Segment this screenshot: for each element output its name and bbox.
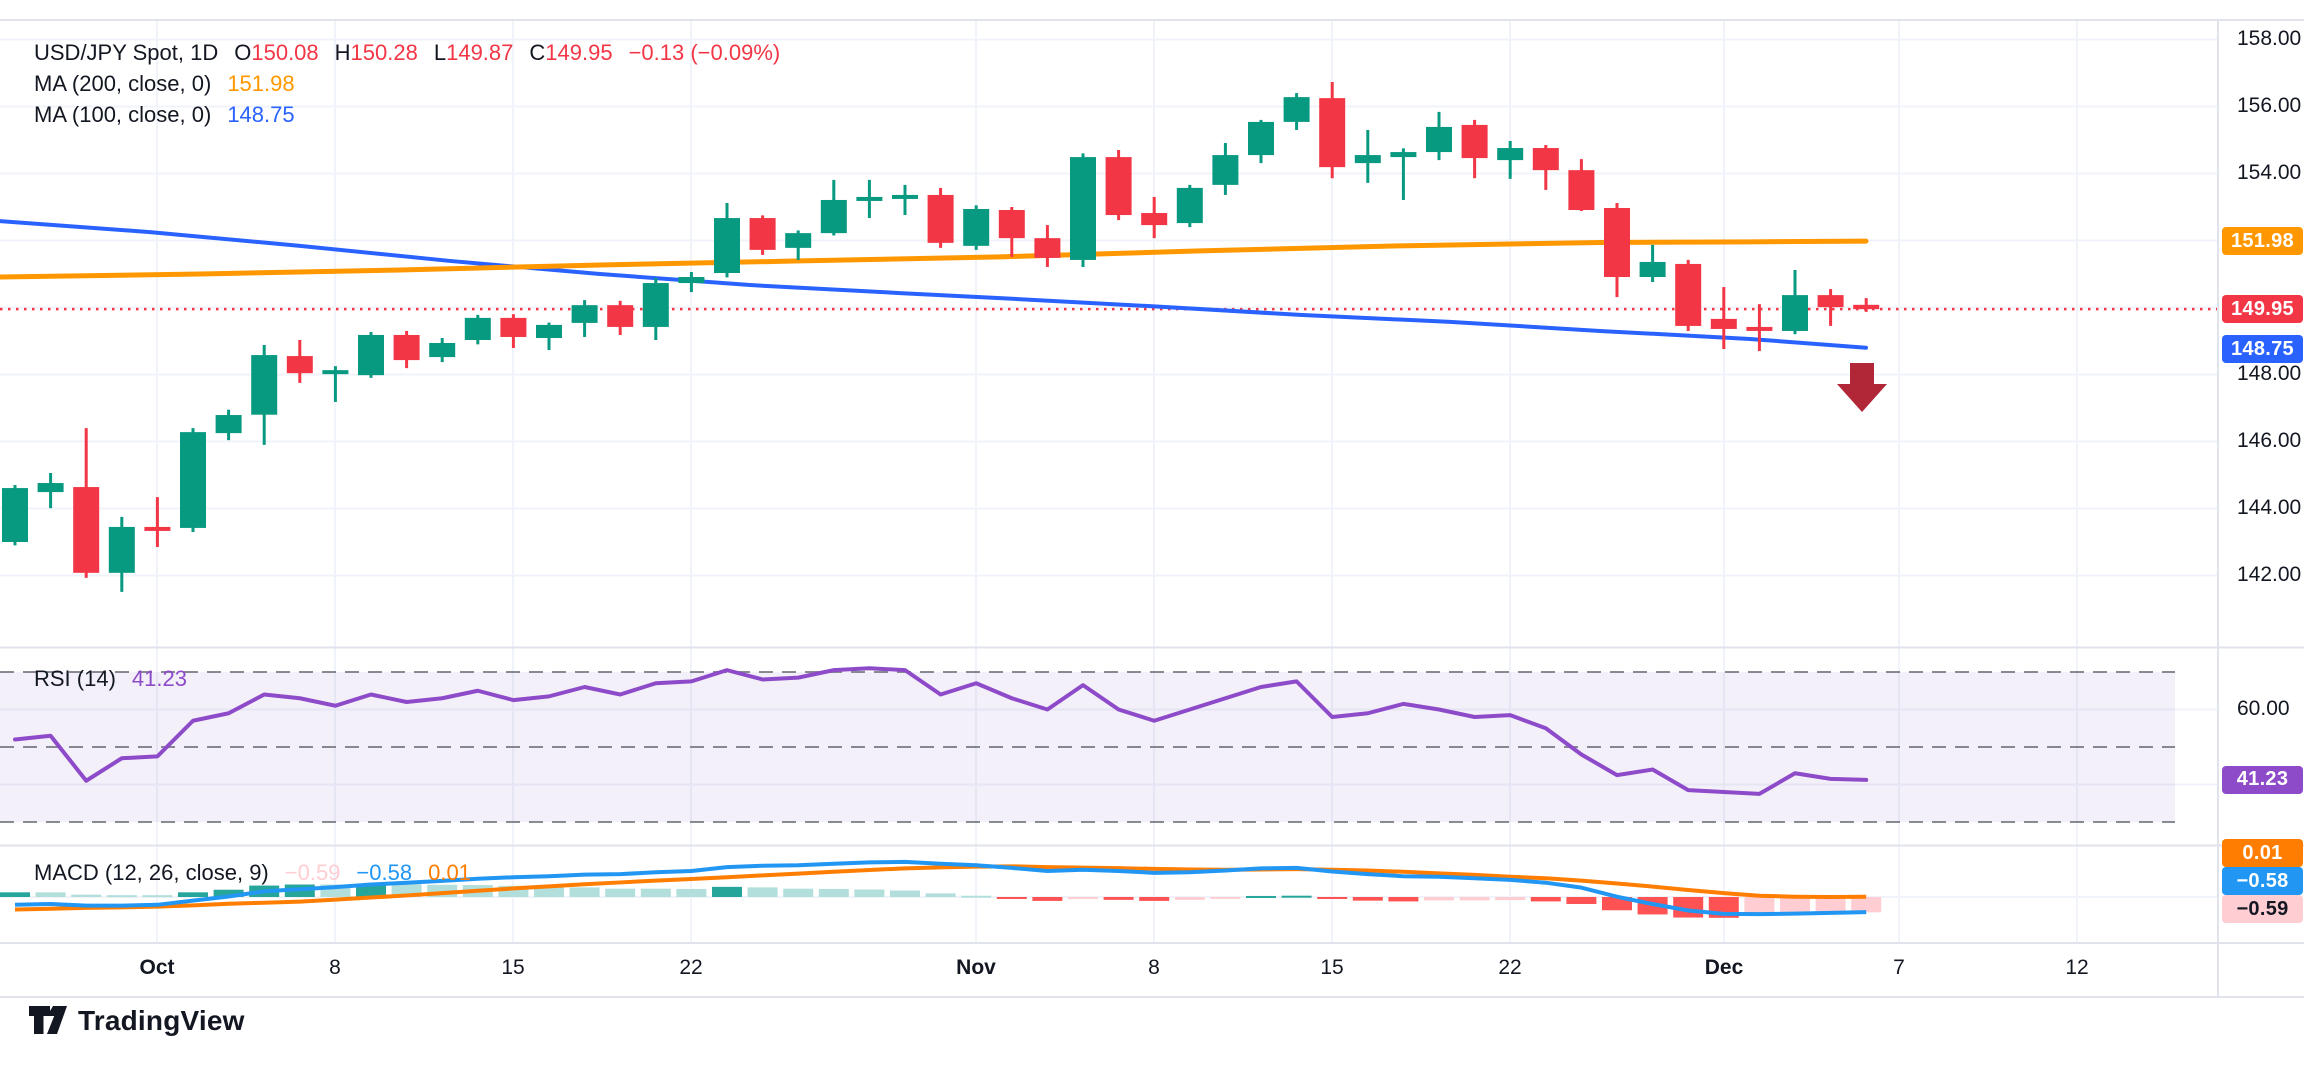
candles-layer (2, 82, 1880, 592)
symbol-legend-row[interactable]: USD/JPY Spot, 1D O 150.08 H 150.28 L 149.87… (34, 40, 780, 66)
macd-hist-value: −0.59 (284, 860, 341, 885)
ma200-value: 151.98 (227, 71, 295, 96)
ma100-line (0, 219, 1868, 350)
rsi-legend-row[interactable]: RSI (14) 41.23 (34, 666, 187, 692)
ma200-label: MA (200, close, 0) (34, 71, 212, 96)
high-value: H 150.28 (334, 40, 418, 65)
macd-main-line (14, 859, 1867, 917)
open-value: O 150.08 (234, 40, 319, 65)
macd-signal-line (14, 864, 1867, 912)
rsi-value: 41.23 (131, 666, 187, 691)
macd-signal-value: 0.01 (428, 860, 471, 885)
change-value: −0.13 (−0.09%) (628, 40, 781, 65)
low-value: L 149.87 (433, 40, 514, 65)
macd-legend-row[interactable]: MACD (12, 26, close, 9) −0.59 −0.58 0.01 (34, 860, 471, 886)
ma200-legend-row[interactable]: MA (200, close, 0) 151.98 (34, 71, 295, 97)
rsi-line (13, 666, 1869, 796)
tradingview-logo-text: TradingView (78, 1005, 245, 1036)
macd-label: MACD (12, 26, close, 9) (34, 860, 269, 885)
rsi-label: RSI (14) (34, 666, 116, 691)
macd-line-value: −0.58 (356, 860, 413, 885)
down-arrow-marker[interactable] (1837, 363, 1887, 412)
ma100-legend-row[interactable]: MA (100, close, 0) 148.75 (34, 102, 295, 128)
tradingview-logo-icon (29, 1006, 67, 1034)
symbol-title: USD/JPY Spot, 1D (34, 40, 219, 65)
ma100-label: MA (100, close, 0) (34, 102, 212, 127)
ma200-line (0, 238, 1869, 280)
ma100-value: 148.75 (227, 102, 295, 127)
close-value: C 149.95 (529, 40, 613, 65)
tradingview-logo[interactable]: TradingView (28, 1004, 245, 1038)
